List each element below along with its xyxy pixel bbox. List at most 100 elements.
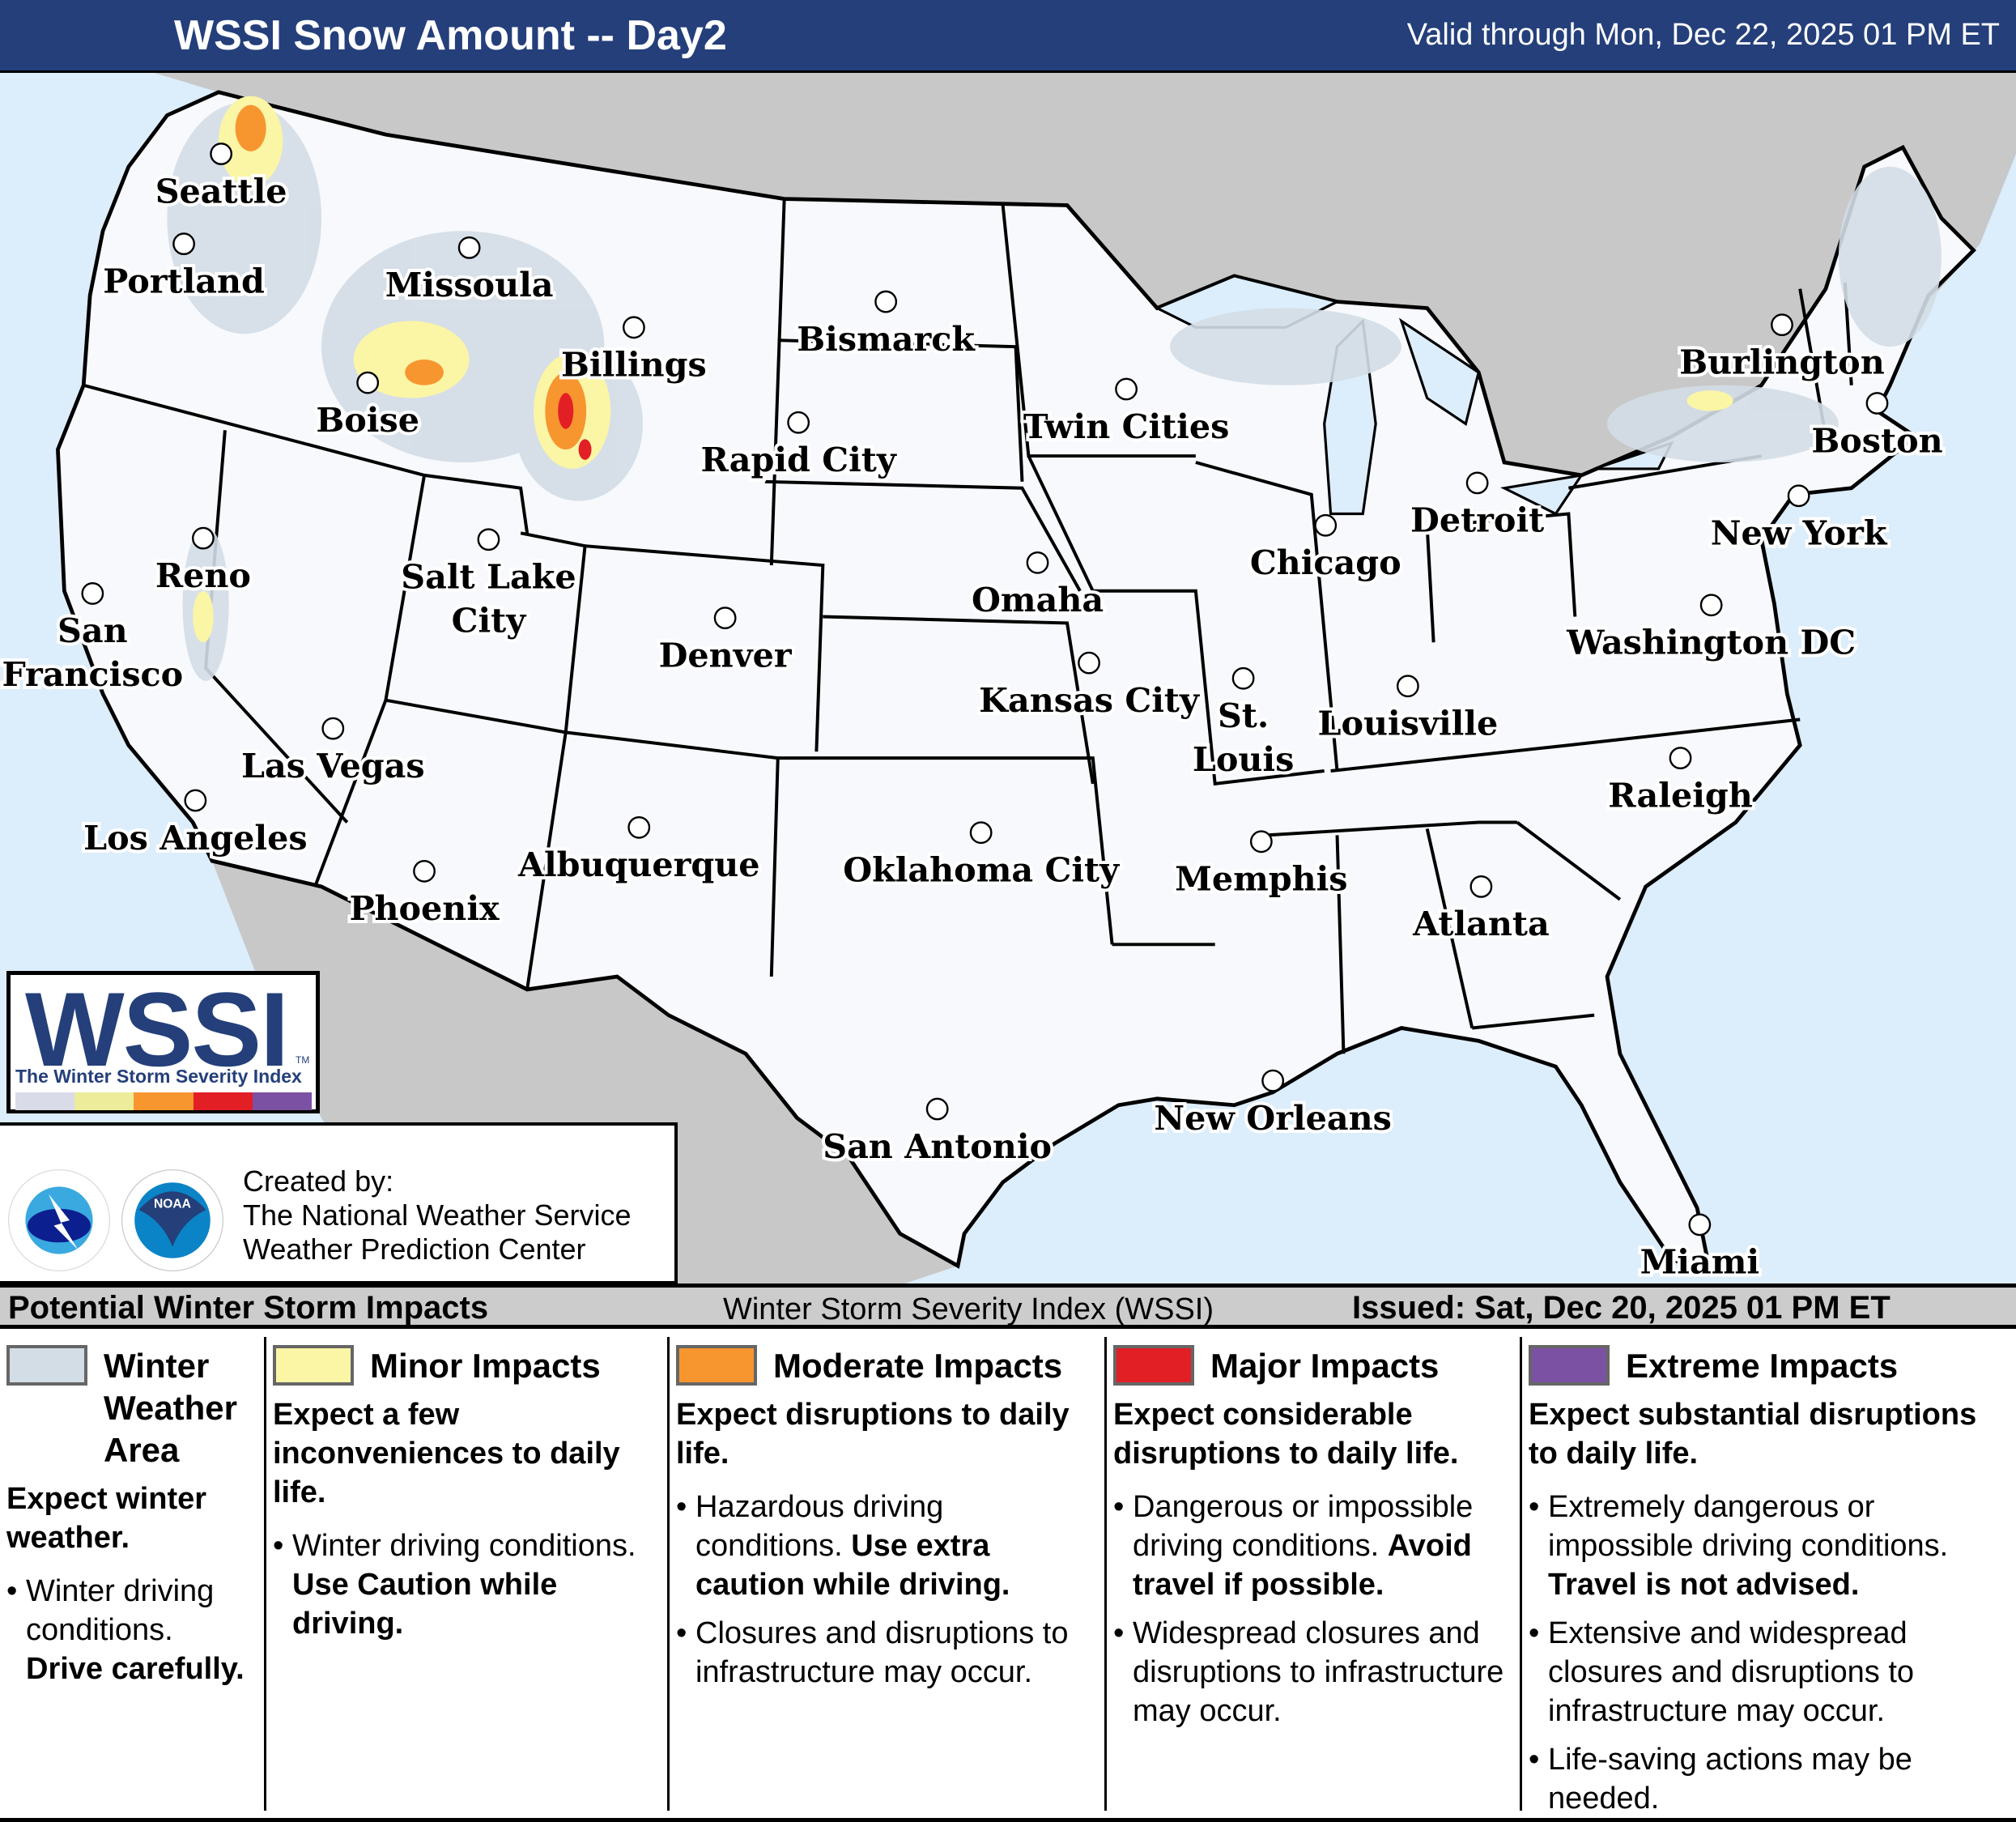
- header-bar: WSSI Snow Amount -- Day2 Valid through M…: [0, 0, 2016, 73]
- moderate-impact-areas: [235, 104, 587, 450]
- wssi-subtitle: The Winter Storm Severity Index: [15, 1066, 302, 1087]
- legend-title: Moderate Impacts: [773, 1347, 1063, 1385]
- city-markers: Seattle Portland Missoula Boise Billings Bism…: [0, 143, 1946, 1285]
- city-label: Twin Cities: [1023, 407, 1230, 446]
- city-label: Los Angeles: [83, 818, 307, 858]
- city-dot-icon: [713, 607, 737, 629]
- bullet-text: Life-saving actions may be needed.: [1548, 1743, 1912, 1816]
- city-label: San Antonio: [823, 1126, 1052, 1166]
- city-label: Rapid City: [700, 440, 896, 479]
- legend-lead: Expect winter weather.: [6, 1482, 207, 1555]
- svg-text:NOAA: NOAA: [154, 1197, 191, 1211]
- city-label: New Orleans: [1154, 1098, 1392, 1138]
- city-dot-icon: [1669, 747, 1692, 770]
- legend-bullet: Extensive and widespread closures and di…: [1529, 1614, 2010, 1730]
- city-label: Louisville: [1317, 704, 1498, 743]
- city-label: City: [452, 601, 527, 641]
- city-dot-icon: [356, 371, 380, 394]
- city-dot-icon: [1787, 484, 1810, 508]
- legend-lead: Expect disruptions to daily life.: [676, 1398, 1070, 1471]
- city-dot-icon: [1469, 875, 1493, 898]
- city-dot-icon: [413, 859, 436, 883]
- bullet-text: Hazardous driving conditions.: [695, 1490, 944, 1563]
- legend-bullet: Widespread closures and disruptions to i…: [1113, 1614, 1513, 1730]
- legend-lead: Expect considerable disruptions to daily…: [1113, 1398, 1459, 1471]
- snow-amount-map: Seattle Portland Missoula Boise Billings Bism…: [0, 73, 2016, 1285]
- city-dot-icon: [1465, 471, 1489, 495]
- credit-line-1: Created by:: [243, 1164, 394, 1198]
- credit-line-3: Weather Prediction Center: [243, 1232, 586, 1266]
- index-name: Winter Storm Severity Index (WSSI): [723, 1292, 1214, 1326]
- legend-column: Extreme Impacts Expect substantial disrup…: [1522, 1337, 2016, 1816]
- city-label: Kansas City: [979, 680, 1200, 720]
- city-label: Portland: [103, 261, 265, 300]
- legend-title-row: Minor Impacts: [273, 1345, 661, 1387]
- city-dot-icon: [1249, 830, 1273, 854]
- city-label: Washington DC: [1566, 623, 1856, 662]
- city-dot-icon: [210, 143, 233, 165]
- city-label: Boise: [316, 400, 419, 440]
- legend-title-row: Major Impacts: [1113, 1345, 1513, 1387]
- city-label: Billings: [561, 345, 707, 385]
- city-dot-icon: [969, 821, 993, 845]
- noaa-logo-icon: NOAA: [121, 1169, 224, 1272]
- legend-bullet: Extremely dangerous or impossible drivin…: [1529, 1488, 2010, 1604]
- city-dot-icon: [1771, 313, 1793, 337]
- city-label: Miami: [1640, 1242, 1759, 1282]
- city-label: New York: [1711, 513, 1888, 553]
- legend-title: Minor Impacts: [370, 1347, 601, 1385]
- city-dot-icon: [1396, 675, 1419, 698]
- nws-logo-icon: [7, 1169, 111, 1272]
- city-dot-icon: [1699, 594, 1723, 617]
- city-dot-icon: [1026, 551, 1049, 574]
- city-label: Memphis: [1175, 859, 1347, 899]
- city-label: Chicago: [1250, 543, 1401, 582]
- city-label: Raleigh: [1608, 775, 1752, 815]
- legend-header-bar: Potential Winter Storm Impacts Winter St…: [0, 1283, 2016, 1329]
- legend-swatch: [676, 1345, 757, 1386]
- state-lines: [83, 198, 1853, 1054]
- issued-time: Issued: Sat, Dec 20, 2025 01 PM ET: [1352, 1290, 1891, 1326]
- bullet-text: Winter driving conditions.: [26, 1574, 215, 1647]
- city-dot-icon: [1231, 666, 1255, 690]
- bullet-emphasis: Avoid travel if possible.: [1133, 1529, 1472, 1602]
- legend-swatch: [6, 1345, 87, 1386]
- city-dot-icon: [184, 789, 207, 812]
- impact-legend: Winter Weather Area Expect winter weather…: [0, 1329, 2016, 1822]
- map-title: WSSI Snow Amount -- Day2: [174, 12, 727, 59]
- legend-column: Moderate Impacts Expect disruptions to da…: [670, 1337, 1107, 1811]
- legend-swatch: [1113, 1345, 1194, 1386]
- city-dot-icon: [1865, 392, 1889, 415]
- legend-column: Major Impacts Expect considerable disrupt…: [1107, 1337, 1522, 1811]
- legend-bullet: Winter driving conditions. Use Caution w…: [273, 1526, 661, 1643]
- city-dot-icon: [787, 411, 810, 434]
- city-dot-icon: [477, 528, 500, 551]
- city-label: Denver: [659, 635, 793, 675]
- city-dot-icon: [874, 290, 898, 313]
- city-dot-icon: [1261, 1069, 1285, 1092]
- wssi-logo: WSSI TM The Winter Storm Severity Index: [6, 970, 320, 1113]
- bullet-emphasis: Use Caution while driving.: [292, 1568, 558, 1641]
- legend-title-row: Winter Weather Area: [6, 1345, 257, 1471]
- city-dot-icon: [1078, 651, 1100, 675]
- legend-bullet: Winter driving conditions. Drive careful…: [6, 1572, 257, 1688]
- bullet-text: Winter driving conditions.: [292, 1529, 636, 1563]
- legend-heading: Potential Winter Storm Impacts: [8, 1290, 489, 1326]
- city-label: Omaha: [972, 580, 1104, 619]
- city-dot-icon: [1115, 377, 1138, 401]
- city-label: Burlington: [1679, 342, 1884, 381]
- credit-line-2: The National Weather Service: [243, 1198, 632, 1232]
- legend-bullet: Hazardous driving conditions. Use extra …: [676, 1488, 1098, 1604]
- city-label: Oklahoma City: [843, 850, 1120, 890]
- wssi-color-bar: [15, 1092, 313, 1110]
- city-label: Louis: [1193, 739, 1294, 779]
- city-label: Albuquerque: [517, 845, 760, 884]
- city-label: St.: [1218, 696, 1269, 735]
- wssi-wordmark: WSSI: [25, 970, 289, 1088]
- legend-title: Major Impacts: [1210, 1347, 1440, 1385]
- legend-title-row: Extreme Impacts: [1529, 1345, 2010, 1387]
- legend-lead: Expect substantial disruptions to daily …: [1529, 1398, 1977, 1471]
- bullet-text: Dangerous or impossible driving conditio…: [1133, 1490, 1474, 1563]
- bullet-emphasis: Travel is not advised.: [1548, 1568, 1860, 1602]
- city-label: Atlanta: [1412, 904, 1550, 943]
